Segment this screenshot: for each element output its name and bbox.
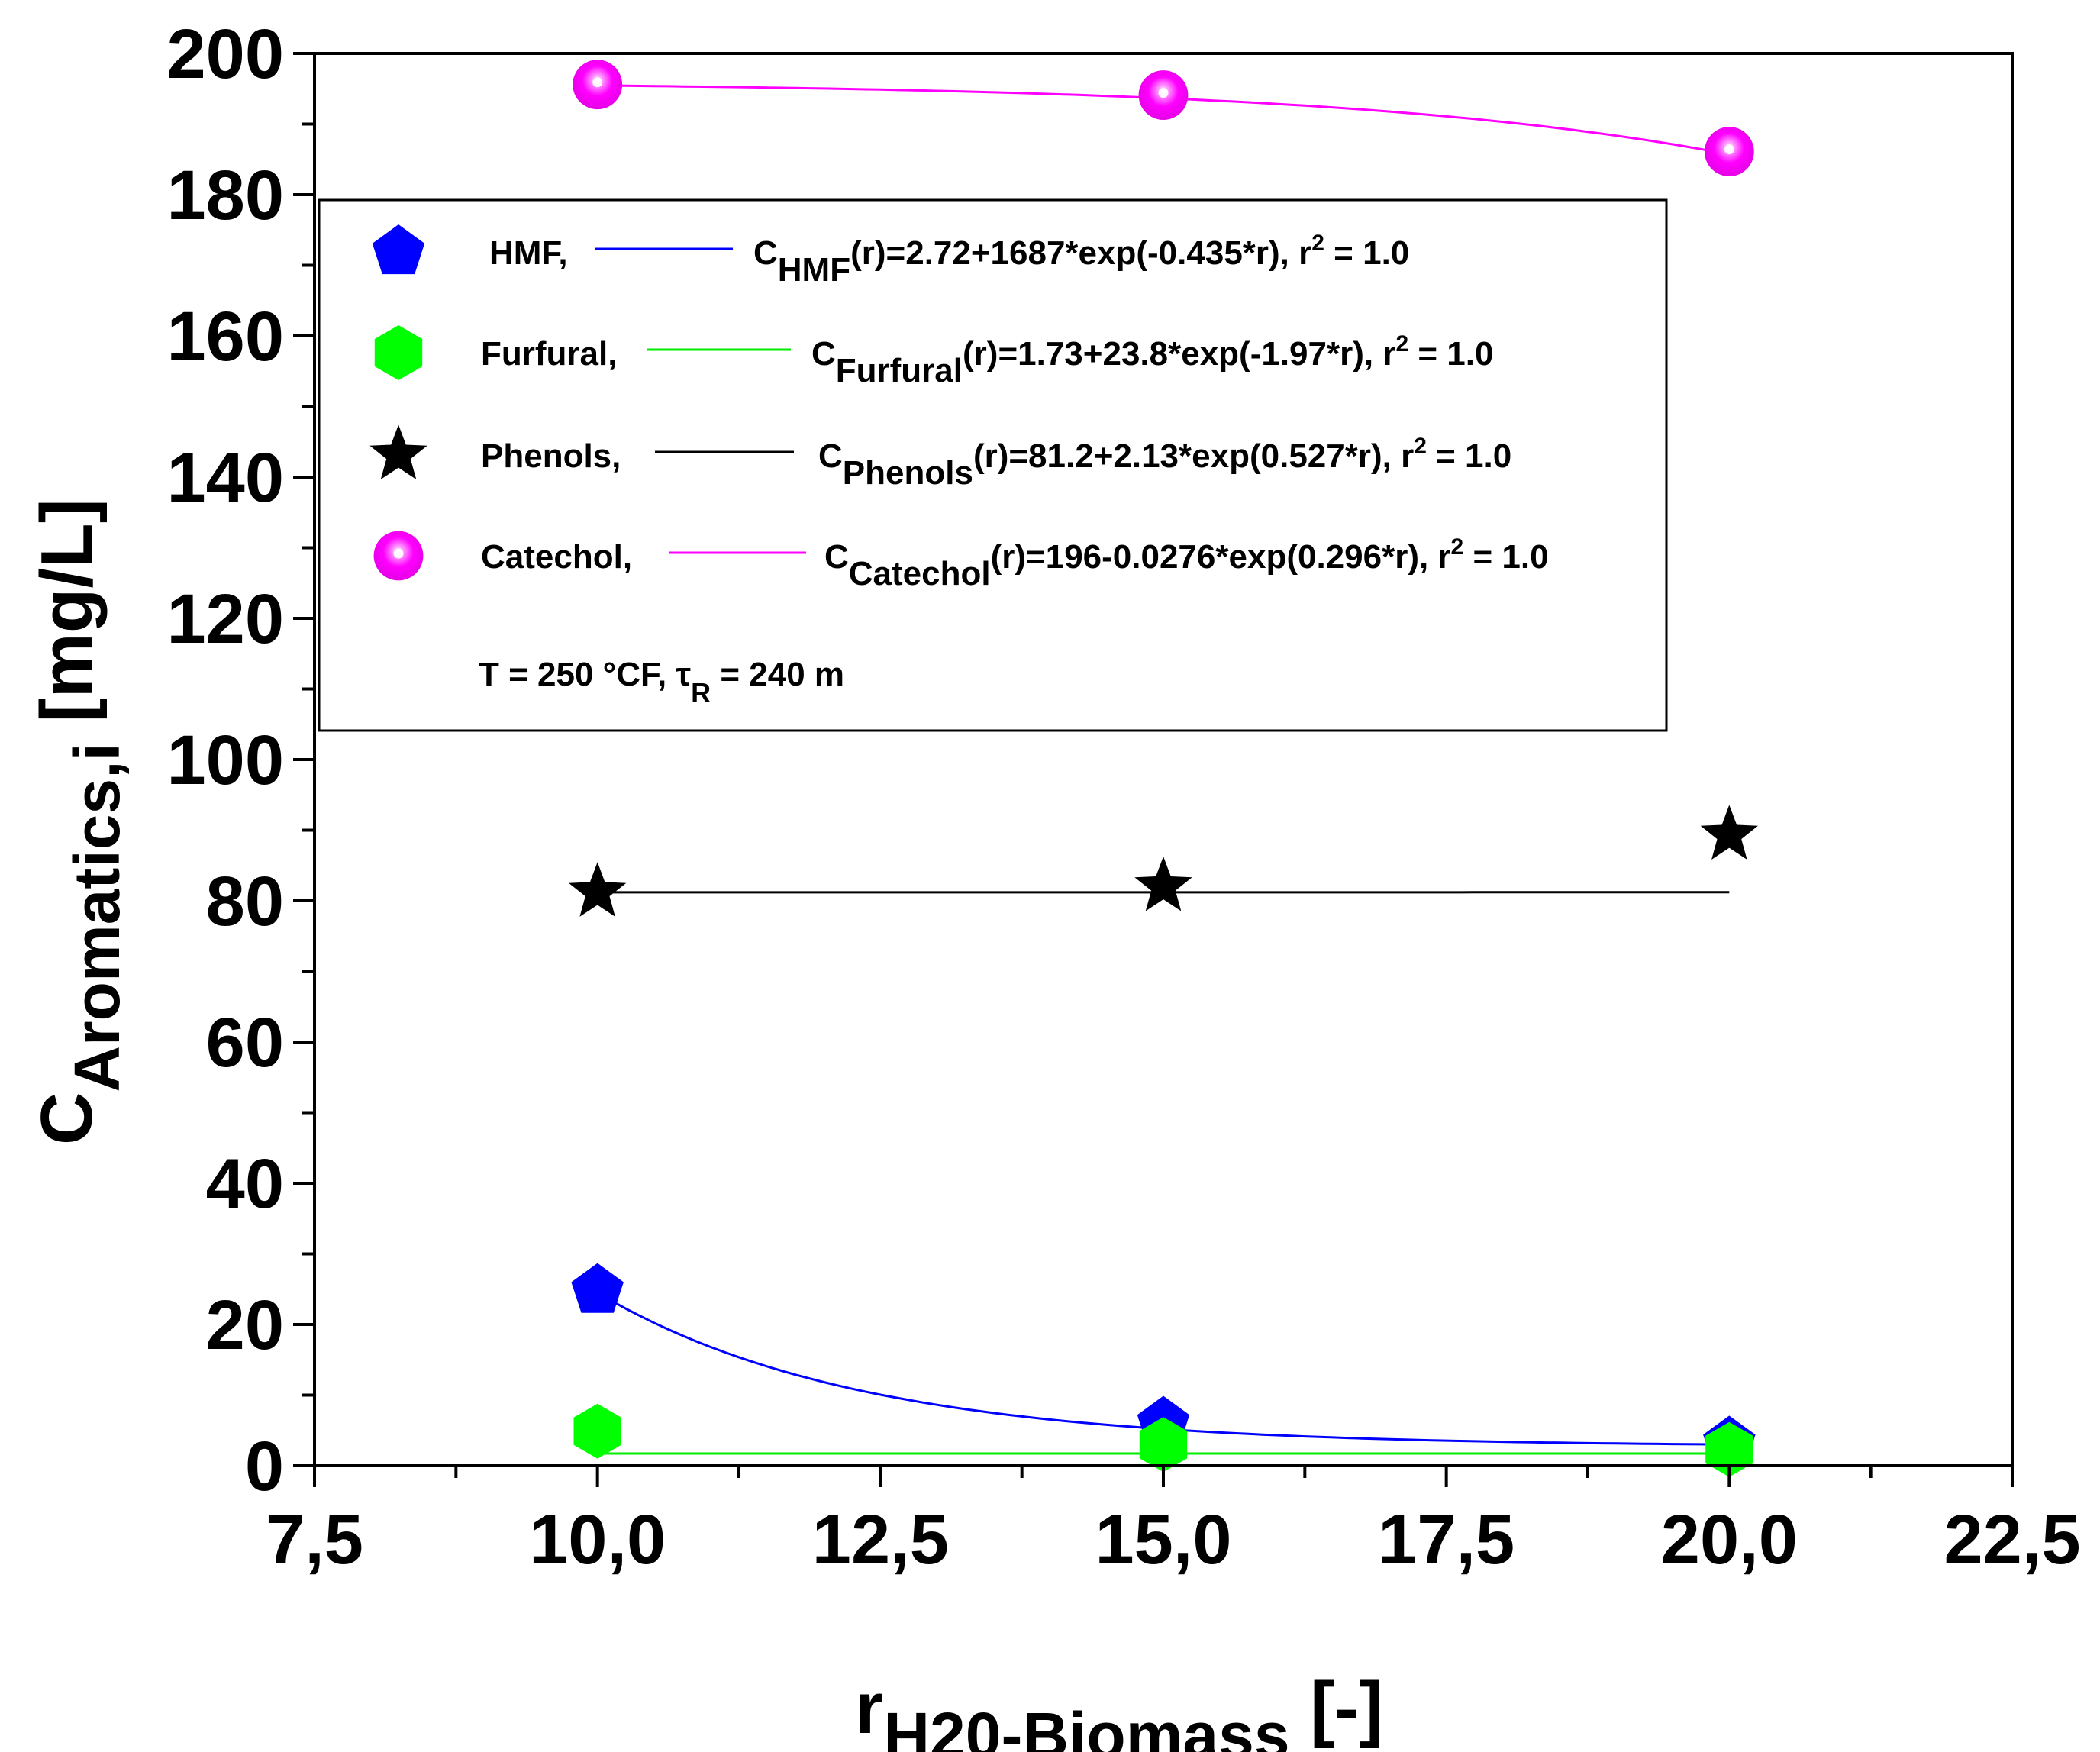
data-point-furfural xyxy=(573,1403,621,1459)
x-axis-title-sub: H20-Biomass xyxy=(883,1699,1289,1752)
annotation-suffix: = 240 m xyxy=(711,656,844,693)
equation-superscript: 2 xyxy=(1451,534,1464,560)
pentagon-shape xyxy=(571,1263,624,1313)
data-point-phenols xyxy=(569,862,627,917)
y-tick-label: 160 xyxy=(167,298,285,376)
y-tick-label: 60 xyxy=(206,1004,284,1082)
equation-tail: = 1.0 xyxy=(1324,234,1409,272)
data-point-furfural xyxy=(1139,1417,1188,1473)
data-point-phenols xyxy=(1134,856,1192,911)
legend-marker-catechol xyxy=(373,531,424,581)
y-tick-label: 100 xyxy=(167,721,285,799)
legend-equation-phenols: CPhenols(r)=81.2+2.13*exp(0.527*r), r2 =… xyxy=(818,434,1511,492)
legend-box xyxy=(318,198,1668,732)
equation-body: (r)=81.2+2.13*exp(0.527*r), r xyxy=(973,437,1414,475)
data-point-furfural xyxy=(1705,1421,1753,1477)
axes: 7,5 10,0 12,5 15,0 17,5 20,0 22,5 0 20 40 60 80 100 1… xyxy=(167,15,2081,1579)
y-axis-title: CAromatics,i [mg/L] xyxy=(26,498,133,1145)
equation-subscript: HMF xyxy=(778,251,850,289)
y-tick-label: 40 xyxy=(206,1145,284,1223)
legend-label-catechol: Catechol, xyxy=(481,538,632,576)
legend-equation-catechol: CCatechol(r)=196-0.0276*exp(0.296*r), r2… xyxy=(824,534,1549,592)
sphere-highlight xyxy=(1724,144,1734,155)
x-tick-label: 22,5 xyxy=(1944,1501,2080,1579)
legend-marker-phenols xyxy=(369,424,427,479)
equation-prefix: C xyxy=(824,538,849,576)
data-point-hmf xyxy=(571,1263,624,1313)
legend-item-hmf: HMF, CHMF(r)=2.72+1687*exp(-0.435*r), r2 … xyxy=(372,224,1409,289)
y-tick-label: 80 xyxy=(206,863,284,941)
y-tick-label: 140 xyxy=(167,439,285,517)
tau-symbol: τ xyxy=(676,656,691,693)
sphere-highlight xyxy=(592,77,603,88)
star-shape xyxy=(1700,805,1758,860)
y-tick-label: 20 xyxy=(206,1286,284,1364)
legend-marker-furfural xyxy=(374,325,423,380)
legend-label-furfural: Furfural, xyxy=(481,335,617,373)
y-axis-title-unit: [mg/L] xyxy=(26,498,108,743)
equation-superscript: 2 xyxy=(1395,331,1408,357)
star-shape xyxy=(369,424,427,479)
y-axis-title-main: C xyxy=(26,1092,108,1145)
hexagon-shape xyxy=(374,325,423,380)
equation-tail: = 1.0 xyxy=(1408,335,1493,373)
hexagon-shape xyxy=(1705,1421,1753,1477)
equation-body: (r)=2.72+1687*exp(-0.435*r), r xyxy=(850,234,1311,272)
equation-tail: = 1.0 xyxy=(1463,538,1548,576)
data-point-catechol xyxy=(1704,127,1754,176)
x-tick-label: 7,5 xyxy=(266,1501,363,1579)
equation-tail: = 1.0 xyxy=(1427,437,1511,475)
equation-prefix: C xyxy=(753,234,778,272)
x-tick-label: 17,5 xyxy=(1378,1501,1515,1579)
legend-item-furfural: Furfural, CFurfural(r)=1.73+23.8*exp(-1.9… xyxy=(374,325,1493,389)
equation-subscript: Furfural xyxy=(836,352,963,389)
data-markers xyxy=(569,60,1758,1477)
star-shape xyxy=(569,862,627,917)
y-tick-label: 200 xyxy=(167,15,285,93)
x-tick-label: 15,0 xyxy=(1095,1501,1231,1579)
pentagon-shape xyxy=(372,224,425,275)
x-axis-title: rH20-Biomass [-] xyxy=(855,1667,1383,1752)
equation-superscript: 2 xyxy=(1311,231,1324,256)
data-point-catechol xyxy=(573,60,623,110)
annotation-prefix: T = 250 °CF, xyxy=(479,656,676,693)
legend-marker-hmf xyxy=(372,224,425,275)
y-tick-label: 0 xyxy=(245,1428,284,1505)
hexagon-shape xyxy=(573,1403,621,1459)
x-tick-label: 20,0 xyxy=(1661,1501,1798,1579)
sphere-highlight xyxy=(1158,88,1169,98)
equation-subscript: Phenols xyxy=(843,454,973,492)
legend-equation-furfural: CFurfural(r)=1.73+23.8*exp(-1.97*r), r2 … xyxy=(811,331,1493,389)
hexagon-shape xyxy=(1139,1417,1188,1473)
x-axis-title-unit: [-] xyxy=(1290,1667,1384,1749)
legend: HMF, CHMF(r)=2.72+1687*exp(-0.435*r), r2 … xyxy=(318,198,1668,732)
legend-item-catechol: Catechol, CCatechol(r)=196-0.0276*exp(0.2… xyxy=(373,531,1549,592)
x-tick-label: 12,5 xyxy=(812,1501,949,1579)
data-point-phenols xyxy=(1700,805,1758,860)
y-tick-label: 120 xyxy=(167,580,285,658)
star-shape xyxy=(1134,856,1192,911)
legend-label-hmf: HMF, xyxy=(489,234,568,272)
equation-superscript: 2 xyxy=(1414,434,1427,459)
equation-prefix: C xyxy=(818,437,843,475)
legend-annotation: T = 250 °CF, τR = 240 m xyxy=(479,656,844,708)
legend-label-phenols: Phenols, xyxy=(481,437,621,475)
y-axis-title-sub: Aromatics,i xyxy=(61,743,133,1092)
tau-subscript: R xyxy=(691,677,711,708)
equation-subscript: Catechol xyxy=(849,555,991,592)
legend-item-phenols: Phenols, CPhenols(r)=81.2+2.13*exp(0.527*… xyxy=(369,424,1511,492)
sphere-highlight xyxy=(393,548,404,559)
legend-equation-hmf: CHMF(r)=2.72+1687*exp(-0.435*r), r2 = 1.… xyxy=(753,231,1409,289)
data-point-catechol xyxy=(1138,70,1189,120)
y-tick-label: 180 xyxy=(167,156,285,234)
x-axis-title-main: r xyxy=(855,1667,883,1749)
equation-body: (r)=196-0.0276*exp(0.296*r), r xyxy=(991,538,1451,576)
x-tick-label: 10,0 xyxy=(529,1501,666,1579)
equation-body: (r)=1.73+23.8*exp(-1.97*r), r xyxy=(963,335,1395,373)
equation-prefix: C xyxy=(811,335,836,373)
